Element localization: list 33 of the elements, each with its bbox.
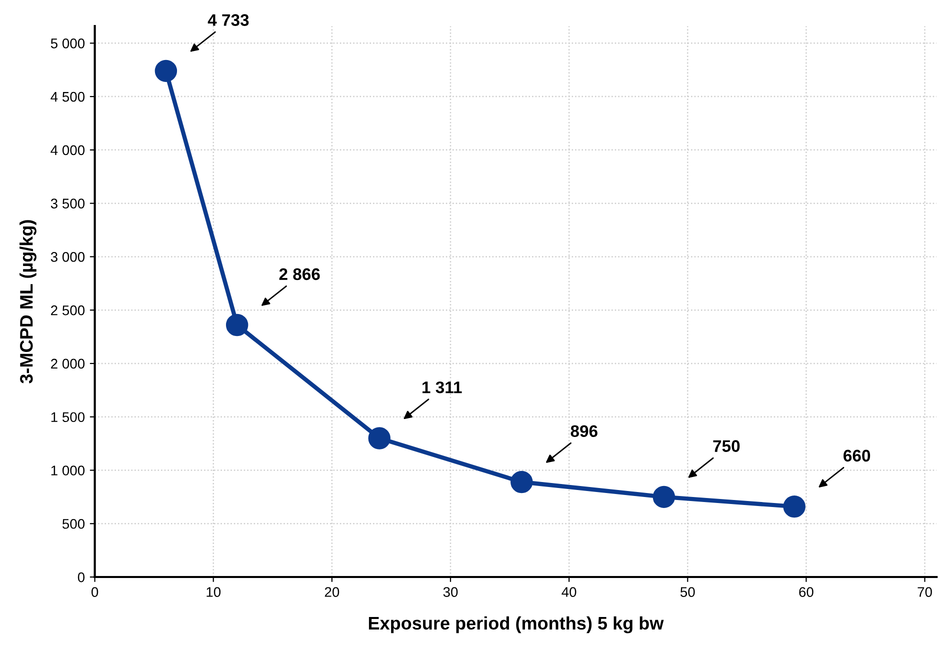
x-axis-title: Exposure period (months) 5 kg bw — [368, 616, 664, 634]
x-tick-label: 50 — [680, 587, 695, 597]
y-tick-label: 2 500 — [51, 305, 85, 316]
x-tick-label: 20 — [324, 587, 340, 597]
y-tick-label: 4 000 — [50, 145, 85, 156]
y-tick-label: 5 000 — [50, 38, 85, 48]
y-tick-label: 2 000 — [51, 358, 85, 369]
point — [783, 495, 806, 518]
x-tick-label: 70 — [918, 587, 932, 597]
point — [154, 60, 178, 82]
annotation: 660 — [844, 450, 870, 462]
x-tick-label: 40 — [562, 587, 576, 597]
point — [226, 314, 248, 336]
annotation: 750 — [713, 440, 740, 452]
x-tick-label: 60 — [799, 587, 814, 597]
text: 4 733 — [208, 14, 249, 26]
x-tick-label: 10 — [206, 587, 221, 597]
annotation: 2 866 — [279, 268, 320, 280]
y-tick-label: 3 000 — [50, 252, 85, 262]
annotation: 1 311 — [422, 381, 462, 394]
y-tick-label: 1 500 — [51, 412, 85, 422]
annotation: 896 — [570, 425, 598, 438]
y-tick-label: 500 — [62, 518, 85, 529]
point — [510, 470, 533, 494]
y-axis-title: 3-MCPD ML (µg/kg) — [20, 220, 36, 384]
y-tick-label: 3 500 — [50, 198, 85, 208]
y-tick-label: 0 — [78, 572, 85, 582]
x-tick-label: 0 — [91, 587, 98, 597]
point — [652, 486, 676, 508]
y-tick-label: 4 500 — [50, 92, 85, 102]
x-tick-label: 30 — [443, 587, 458, 597]
point — [368, 427, 390, 450]
y-tick-label: 1 000 — [51, 466, 85, 476]
